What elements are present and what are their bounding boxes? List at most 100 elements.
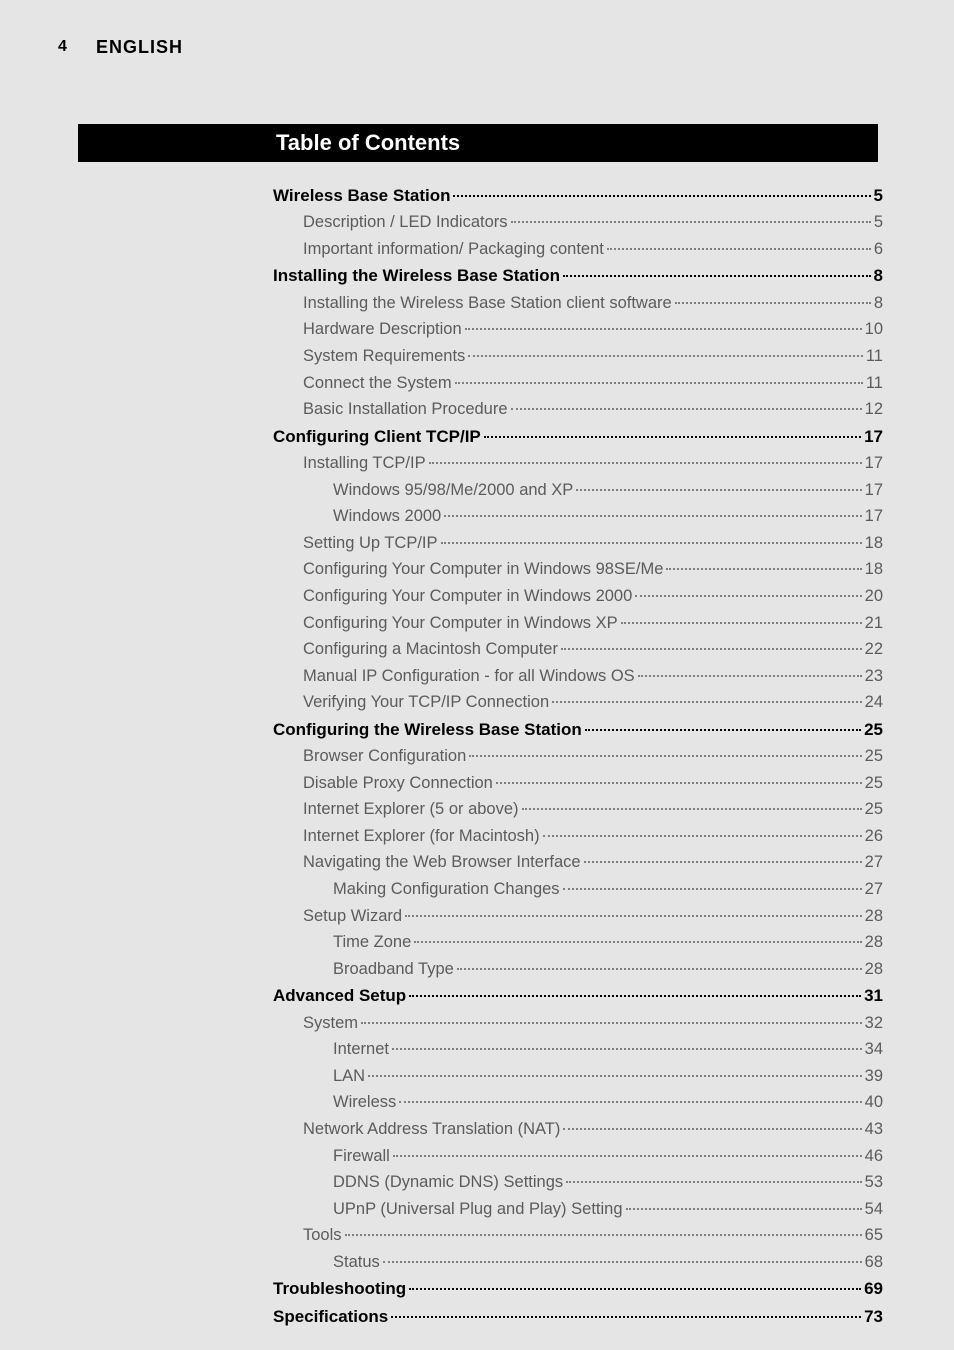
toc-entry: Navigating the Web Browser Interface 27 (273, 850, 883, 875)
toc-dot-leader (496, 782, 862, 784)
toc-dot-leader (361, 1022, 862, 1024)
toc-dot-leader (457, 968, 862, 970)
toc-entry-label: Network Address Translation (NAT) (303, 1117, 560, 1142)
toc-entry-label: Basic Installation Procedure (303, 397, 508, 422)
toc-dot-leader (522, 808, 862, 810)
toc-entry-label: Installing the Wireless Base Station (273, 263, 560, 289)
toc-entry-label: Configuring the Wireless Base Station (273, 717, 582, 743)
toc-entry-page: 68 (865, 1250, 883, 1275)
toc-entry-page: 27 (865, 850, 883, 875)
page-number: 4 (58, 38, 67, 56)
toc-entry: Important information/ Packaging content… (273, 237, 883, 262)
toc-entry: Manual IP Configuration - for all Window… (273, 664, 883, 689)
toc-dot-leader (563, 1128, 861, 1130)
toc-entry-label: Connect the System (303, 371, 452, 396)
toc-entry-label: Time Zone (333, 930, 411, 955)
toc-dot-leader (511, 408, 862, 410)
toc-entry-page: 46 (865, 1144, 883, 1169)
toc-entry-page: 28 (865, 904, 883, 929)
toc-entry: Installing TCP/IP 17 (273, 451, 883, 476)
toc-entry: Internet 34 (273, 1037, 883, 1062)
toc-entry-page: 25 (865, 797, 883, 822)
toc-entry-label: Windows 95/98/Me/2000 and XP (333, 478, 573, 503)
table-of-contents: Wireless Base Station 5Description / LED… (273, 183, 883, 1331)
toc-entry-label: Disable Proxy Connection (303, 771, 493, 796)
toc-entry: Browser Configuration 25 (273, 744, 883, 769)
toc-entry-label: Manual IP Configuration - for all Window… (303, 664, 635, 689)
toc-entry-label: Internet (333, 1037, 389, 1062)
toc-entry-page: 18 (865, 557, 883, 582)
toc-dot-leader (409, 995, 861, 997)
toc-entry-label: Advanced Setup (273, 983, 406, 1009)
toc-entry-page: 25 (865, 744, 883, 769)
toc-entry-page: 65 (865, 1223, 883, 1248)
toc-entry-label: Configuring Your Computer in Windows 98S… (303, 557, 663, 582)
toc-entry-page: 25 (864, 717, 883, 743)
toc-entry-label: Configuring Client TCP/IP (273, 424, 481, 450)
toc-dot-leader (607, 248, 871, 250)
toc-entry: Configuring Your Computer in Windows 200… (273, 584, 883, 609)
toc-entry: Troubleshooting 69 (273, 1276, 883, 1302)
toc-entry-label: Making Configuration Changes (333, 877, 560, 902)
toc-dot-leader (576, 489, 861, 491)
toc-entry-label: Browser Configuration (303, 744, 466, 769)
toc-dot-leader (345, 1234, 862, 1236)
toc-dot-leader (584, 861, 862, 863)
toc-entry: Windows 95/98/Me/2000 and XP 17 (273, 478, 883, 503)
toc-entry: Broadband Type 28 (273, 957, 883, 982)
toc-entry: System Requirements 11 (273, 344, 883, 369)
toc-entry-page: 34 (865, 1037, 883, 1062)
toc-entry-label: Installing the Wireless Base Station cli… (303, 291, 672, 316)
toc-entry-label: DDNS (Dynamic DNS) Settings (333, 1170, 563, 1195)
toc-dot-leader (543, 835, 862, 837)
toc-entry-label: System (303, 1011, 358, 1036)
toc-entry-label: Internet Explorer (for Macintosh) (303, 824, 540, 849)
toc-dot-leader (409, 1288, 861, 1290)
page-header: 4 ENGLISH (0, 28, 954, 66)
toc-entry-label: Configuring a Macintosh Computer (303, 637, 558, 662)
toc-entry-label: Broadband Type (333, 957, 454, 982)
toc-entry-page: 17 (865, 478, 883, 503)
toc-entry-page: 31 (864, 983, 883, 1009)
toc-entry-label: Installing TCP/IP (303, 451, 426, 476)
toc-entry: Hardware Description 10 (273, 317, 883, 342)
toc-entry: Installing the Wireless Base Station cli… (273, 291, 883, 316)
toc-dot-leader (393, 1155, 862, 1157)
toc-entry-label: Internet Explorer (5 or above) (303, 797, 519, 822)
toc-dot-leader (392, 1048, 862, 1050)
toc-entry-page: 6 (874, 237, 883, 262)
toc-entry: Configuring Your Computer in Windows XP … (273, 611, 883, 636)
toc-entry-page: 28 (865, 930, 883, 955)
toc-entry-page: 39 (865, 1064, 883, 1089)
toc-dot-leader (563, 888, 862, 890)
toc-dot-leader (675, 302, 871, 304)
toc-dot-leader (484, 436, 861, 438)
toc-entry-label: Setting Up TCP/IP (303, 531, 438, 556)
toc-entry-label: Wireless (333, 1090, 396, 1115)
toc-entry-label: Important information/ Packaging content (303, 237, 604, 262)
toc-dot-leader (444, 515, 861, 517)
toc-entry-page: 11 (866, 344, 883, 369)
toc-entry: Internet Explorer (for Macintosh) 26 (273, 824, 883, 849)
toc-entry-page: 17 (864, 424, 883, 450)
toc-dot-leader (561, 648, 862, 650)
toc-entry-label: Hardware Description (303, 317, 462, 342)
toc-entry: Advanced Setup 31 (273, 983, 883, 1009)
toc-entry: Windows 2000 17 (273, 504, 883, 529)
toc-dot-leader (453, 195, 870, 197)
toc-entry-page: 17 (865, 504, 883, 529)
toc-entry: Internet Explorer (5 or above) 25 (273, 797, 883, 822)
toc-entry-label: Status (333, 1250, 380, 1275)
toc-entry: Configuring a Macintosh Computer 22 (273, 637, 883, 662)
toc-entry-page: 27 (865, 877, 883, 902)
toc-entry-page: 73 (864, 1304, 883, 1330)
toc-entry-page: 54 (865, 1197, 883, 1222)
toc-dot-leader (566, 1181, 862, 1183)
toc-dot-leader (465, 328, 862, 330)
toc-entry: Making Configuration Changes 27 (273, 877, 883, 902)
toc-dot-leader (469, 755, 861, 757)
toc-dot-leader (552, 701, 862, 703)
toc-entry-label: Troubleshooting (273, 1276, 406, 1302)
toc-entry-label: LAN (333, 1064, 365, 1089)
toc-entry-page: 5 (874, 183, 883, 209)
